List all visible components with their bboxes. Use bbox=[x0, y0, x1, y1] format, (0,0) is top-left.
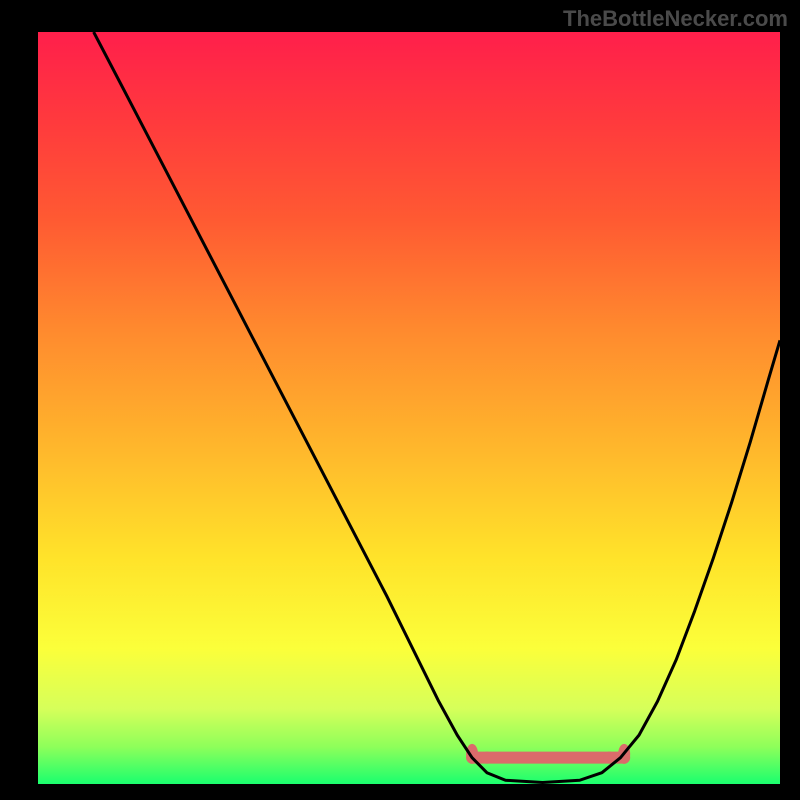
watermark-text: TheBottleNecker.com bbox=[563, 6, 788, 32]
bottleneck-curve bbox=[94, 32, 780, 782]
plot-area bbox=[38, 32, 780, 784]
threshold-endpoint bbox=[466, 744, 478, 764]
curve-overlay bbox=[38, 32, 780, 784]
threshold-endpoint bbox=[618, 744, 630, 764]
chart-container: TheBottleNecker.com bbox=[0, 0, 800, 800]
